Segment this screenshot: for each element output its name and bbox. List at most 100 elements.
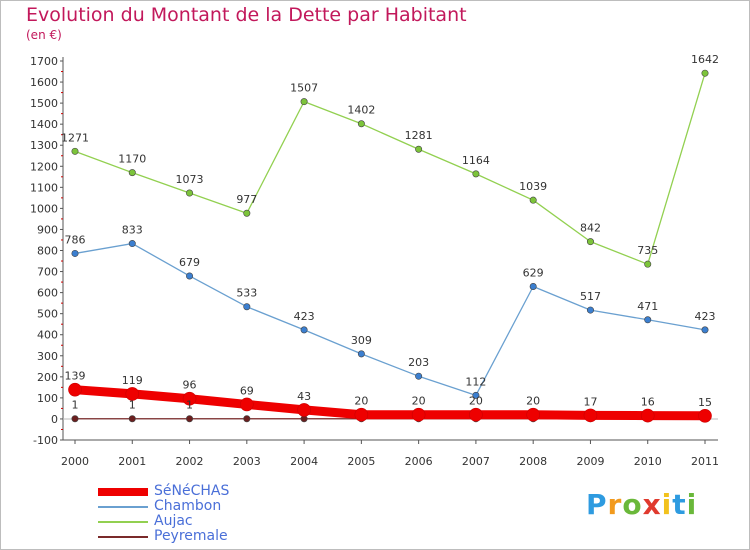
data-label-aujac: 1170 — [118, 153, 146, 166]
chart-subtitle: (en €) — [26, 28, 62, 42]
data-point-snchas — [182, 391, 197, 406]
data-point-aujac — [243, 209, 251, 217]
x-tick-label: 2005 — [347, 455, 375, 468]
y-tick-label: 0 — [51, 413, 58, 426]
data-label-snchas: 17 — [583, 395, 597, 408]
data-label-aujac: 842 — [580, 222, 601, 235]
data-label-chambon: 471 — [637, 300, 658, 313]
data-label-snchas: 20 — [469, 395, 483, 408]
data-label-snchas: 20 — [354, 395, 368, 408]
data-point-snchas — [125, 387, 140, 401]
data-point-snchas — [297, 403, 311, 417]
legend-swatch-peyremale — [98, 536, 148, 538]
data-label-chambon: 423 — [695, 310, 716, 323]
data-point-chambon — [644, 316, 652, 324]
chart-title: Evolution du Montant de la Dette par Hab… — [26, 4, 467, 26]
data-label-chambon: 309 — [351, 334, 372, 347]
y-tick-label: 1000 — [30, 202, 58, 215]
data-point-peyremale — [243, 415, 251, 423]
data-point-snchas — [640, 408, 655, 423]
logo-letter: P — [586, 488, 608, 521]
data-label-snchas: 20 — [526, 395, 540, 408]
data-label-snchas: 139 — [65, 370, 86, 383]
data-point-aujac — [472, 170, 480, 178]
data-point-aujac — [186, 189, 194, 197]
data-point-chambon — [472, 391, 480, 399]
data-point-chambon — [128, 240, 136, 248]
x-tick-label: 2007 — [462, 455, 490, 468]
y-tick-label: 900 — [37, 223, 58, 236]
data-point-chambon — [186, 272, 194, 280]
data-label-chambon: 679 — [179, 256, 200, 269]
data-label-snchas: 20 — [412, 395, 426, 408]
series-line-chambon — [74, 242, 706, 397]
logo-letter: x — [642, 488, 662, 521]
data-label-snchas: 43 — [297, 390, 311, 403]
logo-letter: i — [686, 488, 698, 521]
data-point-aujac — [701, 69, 709, 77]
data-label-snchas: 119 — [122, 374, 143, 387]
data-point-peyremale — [71, 415, 79, 423]
y-tick-label: 1200 — [30, 160, 58, 173]
proxiti-logo: Proxiti — [586, 488, 697, 521]
y-tick-label: 1100 — [30, 181, 58, 194]
data-point-aujac — [586, 238, 594, 246]
data-label-chambon: 833 — [122, 224, 143, 237]
legend-item-aujac: Aujac — [98, 514, 318, 529]
data-label-peyremale: 1 — [186, 399, 193, 412]
data-label-chambon: 517 — [580, 290, 601, 303]
data-point-snchas — [698, 408, 712, 423]
data-point-chambon — [71, 249, 79, 257]
data-label-chambon: 786 — [65, 233, 86, 246]
data-point-snchas — [526, 407, 540, 422]
x-tick-label: 2010 — [634, 455, 662, 468]
x-tick-label: 2003 — [233, 455, 261, 468]
y-tick-label: 1700 — [30, 55, 58, 68]
legend-swatch-chambon — [98, 506, 148, 508]
data-label-chambon: 423 — [294, 310, 315, 323]
legend-label-chambon: Chambon — [154, 498, 222, 514]
legend-label-aujac: Aujac — [154, 513, 193, 529]
y-tick-label: 300 — [37, 350, 58, 363]
y-tick-label: 100 — [37, 392, 58, 405]
data-label-aujac: 1039 — [519, 180, 547, 193]
data-label-chambon: 112 — [465, 375, 486, 388]
data-point-aujac — [415, 145, 423, 153]
series-line-snchas — [70, 385, 710, 421]
y-tick-label: 800 — [37, 245, 58, 258]
y-tick-label: 600 — [37, 287, 58, 300]
y-tick-label: 400 — [37, 329, 58, 342]
logo-letter: o — [622, 488, 643, 521]
y-tick-label: 200 — [37, 371, 58, 384]
data-label-aujac: 1507 — [290, 82, 318, 95]
data-label-aujac: 735 — [637, 244, 658, 257]
data-label-aujac: 1164 — [462, 154, 490, 167]
data-point-aujac — [300, 98, 308, 106]
data-point-chambon — [243, 303, 251, 311]
x-tick-label: 2009 — [576, 455, 604, 468]
data-point-peyremale — [128, 415, 136, 423]
y-tick-label: 1300 — [30, 139, 58, 152]
data-label-aujac: 1402 — [347, 104, 375, 117]
data-point-peyremale — [186, 415, 194, 423]
data-label-chambon: 629 — [523, 267, 544, 280]
series-line-aujac — [74, 72, 706, 265]
legend-swatch-aujac — [98, 521, 148, 523]
logo-letter: t — [672, 488, 687, 521]
data-point-snchas — [469, 407, 483, 422]
data-point-aujac — [128, 169, 136, 177]
y-tick-label: 1400 — [30, 118, 58, 131]
data-label-aujac: 1642 — [691, 53, 719, 66]
x-tick-label: 2001 — [118, 455, 146, 468]
data-label-aujac: 1271 — [61, 131, 89, 144]
legend-item-peyremale: Peyremale — [98, 529, 318, 544]
x-tick-label: 2011 — [691, 455, 719, 468]
data-point-chambon — [357, 350, 365, 358]
legend-swatch-senechas — [98, 488, 148, 496]
legend-label-senechas: SéNéCHAS — [154, 483, 230, 499]
data-point-snchas — [354, 407, 369, 422]
data-point-chambon — [300, 326, 308, 334]
data-point-aujac — [71, 147, 79, 155]
data-point-chambon — [415, 372, 423, 380]
